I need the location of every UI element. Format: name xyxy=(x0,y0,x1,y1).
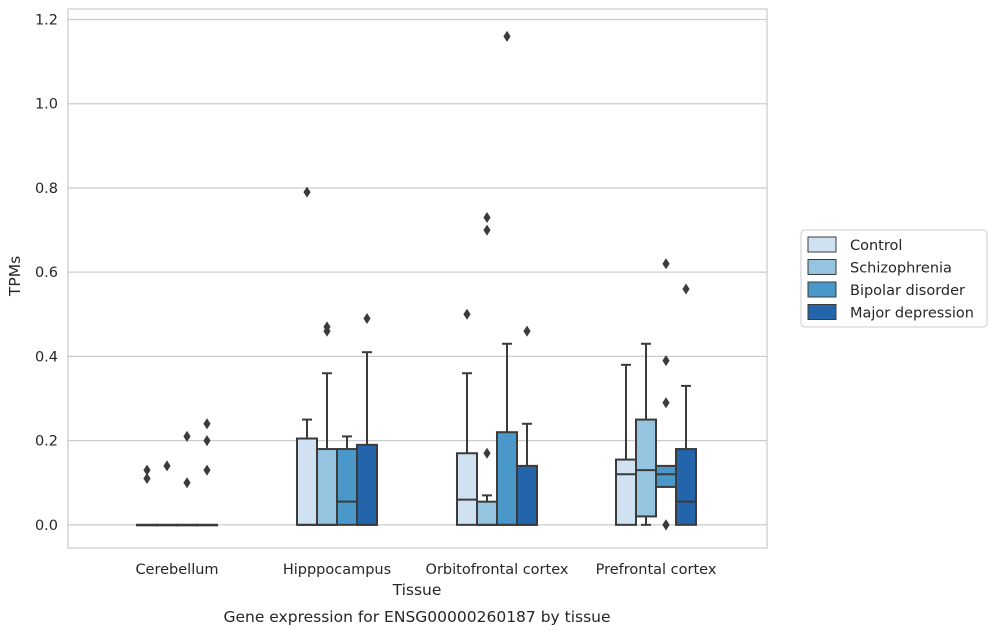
box-rect xyxy=(316,448,338,526)
y-tick-label: 0.6 xyxy=(35,265,58,281)
box-group xyxy=(316,321,338,526)
outlier-point xyxy=(682,283,690,295)
legend-swatch xyxy=(807,236,837,253)
box-group xyxy=(615,363,637,526)
y-axis-label: TPMs xyxy=(6,256,24,297)
y-axis-tick-labels: 0.0 0.2 0.4 0.6 0.8 1.0 1.2 xyxy=(35,13,58,534)
outlier-point xyxy=(483,224,491,236)
outlier-point xyxy=(483,447,491,459)
box-rect xyxy=(336,448,358,526)
outlier-point xyxy=(143,464,151,476)
box-rect xyxy=(296,437,318,526)
box-rect xyxy=(516,464,538,526)
y-tick-label: 0.2 xyxy=(35,434,58,450)
outlier-point xyxy=(483,211,491,223)
box-rect xyxy=(496,431,518,526)
legend[interactable]: Control Schizophrenia Bipolar disorder Majo… xyxy=(800,229,988,328)
y-tick-label: 1.0 xyxy=(35,97,58,113)
box-group xyxy=(635,342,657,526)
box-group xyxy=(655,258,677,531)
legend-swatch xyxy=(807,304,837,320)
box-elements xyxy=(136,30,697,531)
y-tick-label: 0.8 xyxy=(35,181,58,197)
box-rect xyxy=(356,443,378,526)
plot-area-frame xyxy=(67,8,768,549)
outlier-point xyxy=(183,477,191,489)
box-group xyxy=(356,313,378,526)
legend-label: Bipolar disorder xyxy=(850,283,965,299)
y-tick-label: 1.2 xyxy=(35,13,58,29)
outlier-point xyxy=(203,435,211,447)
outlier-point xyxy=(163,460,171,472)
legend-swatch xyxy=(807,281,837,298)
legend-label: Major depression xyxy=(850,306,974,322)
box-group xyxy=(156,460,178,527)
box-group xyxy=(176,430,198,527)
outlier-point xyxy=(323,321,331,333)
outlier-point xyxy=(463,308,471,320)
box-group xyxy=(516,325,538,526)
box-rect xyxy=(635,418,657,518)
outlier-point xyxy=(662,355,670,367)
box-rect xyxy=(456,452,478,526)
outlier-point xyxy=(203,418,211,430)
box-rect xyxy=(675,448,697,526)
box-rect xyxy=(615,458,637,526)
box-group xyxy=(456,308,478,526)
outlier-point xyxy=(183,430,191,442)
outlier-point xyxy=(143,473,151,485)
x-tick-label: Cerebellum xyxy=(135,562,218,578)
outlier-point xyxy=(662,519,670,531)
legend-swatch xyxy=(807,259,837,275)
x-tick-label: Hipppocampus xyxy=(283,562,391,578)
legend-label: Schizophrenia xyxy=(850,261,952,277)
outlier-point xyxy=(363,313,371,325)
box-rect xyxy=(655,464,677,488)
outlier-point xyxy=(662,397,670,409)
box-group xyxy=(476,211,498,526)
box-group xyxy=(296,186,318,526)
outlier-point xyxy=(523,325,531,337)
box-group xyxy=(196,418,218,527)
y-tick-label: 0.4 xyxy=(35,349,58,365)
outlier-point xyxy=(662,258,670,270)
x-tick-label: Prefrontal cortex xyxy=(596,562,717,578)
legend-frame xyxy=(800,229,988,328)
outlier-point xyxy=(203,464,211,476)
box-group xyxy=(136,464,158,527)
box-group xyxy=(336,435,358,526)
x-axis-tick-labels: Cerebellum Hipppocampus Orbitofrontal cort… xyxy=(135,562,716,578)
outlier-point xyxy=(303,186,311,198)
box-rect xyxy=(476,500,498,526)
grid-lines xyxy=(68,18,767,526)
x-tick-label: Orbitofrontal cortex xyxy=(426,562,569,578)
x-axis-label: Tissue xyxy=(392,581,442,599)
legend-label: Control xyxy=(850,238,902,254)
figure-caption: Gene expression for ENSG00000260187 by t… xyxy=(223,608,610,626)
outlier-point xyxy=(503,30,511,42)
box-group xyxy=(496,30,518,526)
box-group xyxy=(675,283,697,526)
y-tick-label: 0.0 xyxy=(35,518,58,534)
